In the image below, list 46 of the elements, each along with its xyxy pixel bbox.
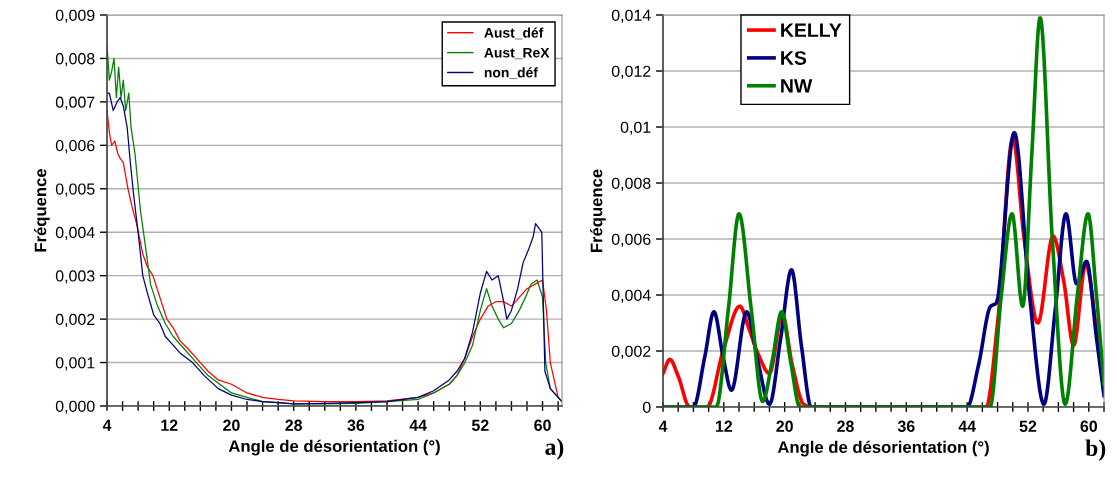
y-tick-label: 0,004 <box>55 226 95 241</box>
x-axis-title: Angle de désorientation (°) <box>777 440 989 457</box>
x-tick-label: 52 <box>471 419 489 431</box>
x-tick-label: 4 <box>102 419 112 431</box>
legend-label: NW <box>781 79 813 93</box>
x-tick-label: 12 <box>715 420 733 432</box>
x-tick-label: 44 <box>409 419 427 431</box>
y-tick-label: 0,014 <box>611 9 651 23</box>
y-tick-label: 0,001 <box>55 357 95 371</box>
x-axis-title: Angle de désorientation (°) <box>228 439 440 456</box>
legend-label: Aust_ReX <box>484 47 550 60</box>
y-tick-label: 0,002 <box>55 313 95 327</box>
x-tick-label: 20 <box>223 419 240 431</box>
x-tick-label: 36 <box>897 420 915 432</box>
y-tick-label: 0 <box>642 401 651 413</box>
text: a) <box>545 438 564 460</box>
x-tick-label: 28 <box>837 420 854 432</box>
x-tick-label: 60 <box>534 419 551 431</box>
y-tick-label: 0,003 <box>55 270 95 284</box>
x-tick-label: 20 <box>776 420 793 432</box>
legend-label: KS <box>781 51 807 65</box>
y-axis-title: Fréquence <box>589 169 606 253</box>
y-tick-label: 0,01 <box>620 121 651 135</box>
y-tick-label: 0,006 <box>611 233 651 247</box>
y-tick-label: 0,000 <box>55 400 95 414</box>
legend-label: non_déf <box>484 67 538 80</box>
y-tick-label: 0,012 <box>611 65 651 79</box>
y-axis-title: Fréquence <box>33 168 50 252</box>
y-tick-label: 0,002 <box>611 345 651 359</box>
x-tick-label: 28 <box>285 419 303 431</box>
x-tick-label: 36 <box>347 419 365 431</box>
y-tick-label: 0,006 <box>55 139 95 154</box>
legend-label: Aust_déf <box>484 27 544 40</box>
y-tick-label: 0,009 <box>55 9 95 23</box>
y-tick-label: 0,008 <box>611 177 651 191</box>
x-tick-label: 52 <box>1019 420 1037 432</box>
y-tick-label: 0,004 <box>611 289 651 303</box>
y-tick-label: 0,005 <box>55 183 95 197</box>
x-tick-label: 60 <box>1080 420 1098 432</box>
x-tick-label: 4 <box>658 420 668 432</box>
x-tick-label: 44 <box>958 420 976 432</box>
y-tick-label: 0,007 <box>55 96 95 110</box>
legend-label: KELLY <box>781 23 842 37</box>
y-tick-label: 0,008 <box>55 53 95 67</box>
text: b) <box>1085 439 1106 461</box>
x-tick-label: 12 <box>161 419 178 431</box>
